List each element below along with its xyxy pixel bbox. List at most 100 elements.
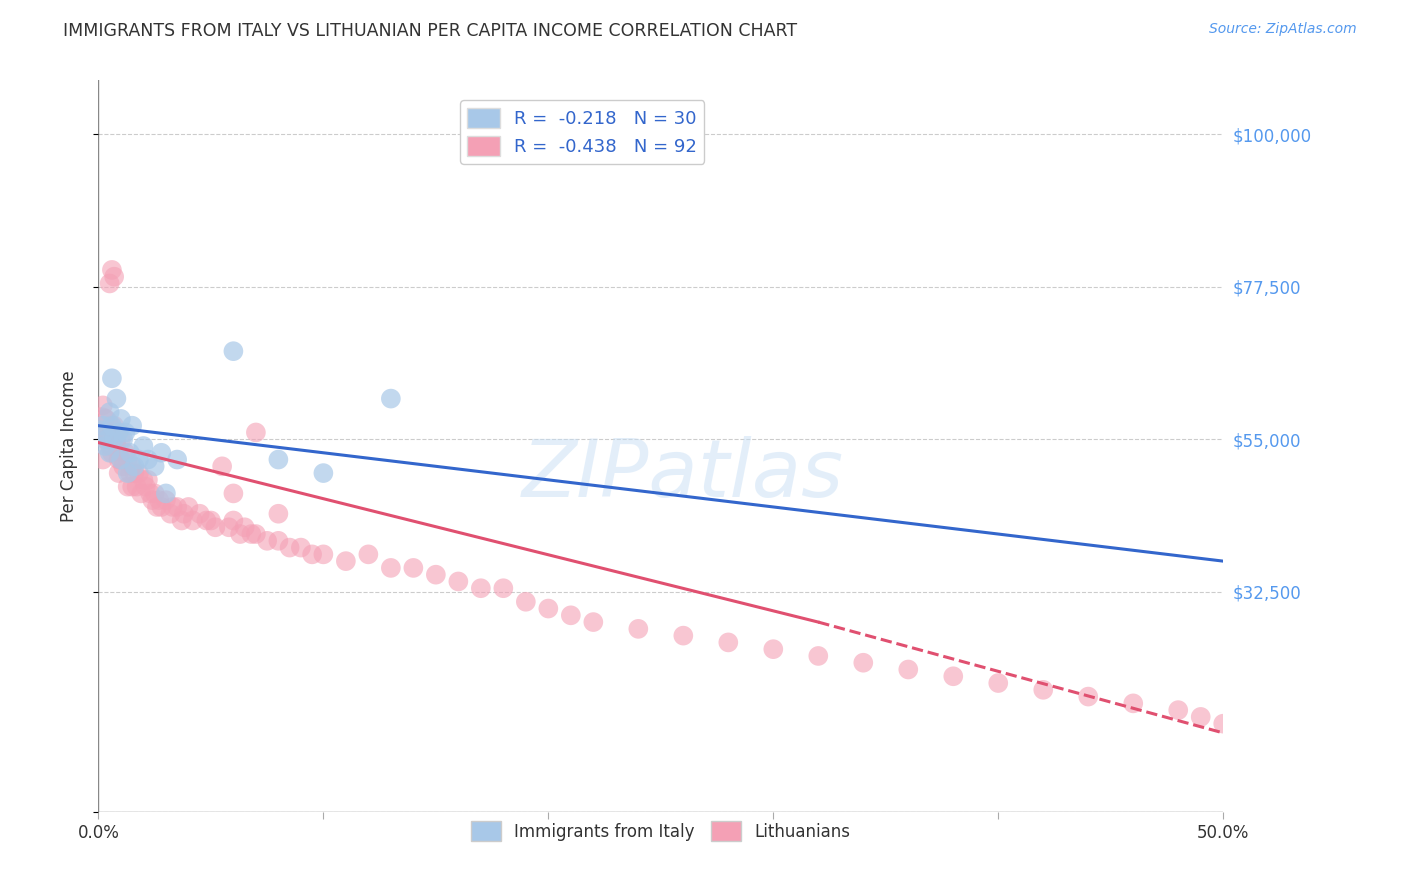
- Point: [897, 663, 920, 677]
- Point: [143, 486, 166, 500]
- Point: [103, 269, 125, 284]
- Point: [166, 500, 188, 514]
- Y-axis label: Per Capita Income: Per Capita Income: [59, 370, 77, 522]
- Point: [204, 520, 226, 534]
- Point: [101, 371, 124, 385]
- Text: IMMIGRANTS FROM ITALY VS LITHUANIAN PER CAPITA INCOME CORRELATION CHART: IMMIGRANTS FROM ITALY VS LITHUANIAN PER …: [63, 22, 797, 40]
- Point: [136, 452, 159, 467]
- Point: [245, 527, 267, 541]
- Point: [1077, 690, 1099, 704]
- Point: [124, 466, 146, 480]
- Point: [139, 486, 162, 500]
- Point: [492, 581, 515, 595]
- Point: [173, 507, 195, 521]
- Point: [515, 595, 537, 609]
- Point: [582, 615, 605, 629]
- Point: [155, 486, 177, 500]
- Point: [112, 459, 135, 474]
- Point: [125, 480, 148, 494]
- Point: [222, 486, 245, 500]
- Point: [278, 541, 301, 555]
- Point: [110, 412, 132, 426]
- Point: [121, 418, 143, 433]
- Point: [90, 425, 112, 440]
- Point: [447, 574, 470, 589]
- Point: [101, 418, 124, 433]
- Point: [94, 439, 117, 453]
- Point: [107, 425, 129, 440]
- Point: [560, 608, 582, 623]
- Point: [1122, 697, 1144, 711]
- Point: [98, 277, 121, 291]
- Point: [267, 452, 290, 467]
- Point: [537, 601, 560, 615]
- Point: [114, 446, 136, 460]
- Point: [128, 466, 150, 480]
- Point: [91, 452, 114, 467]
- Point: [267, 507, 290, 521]
- Point: [103, 432, 125, 446]
- Point: [110, 452, 132, 467]
- Point: [380, 392, 402, 406]
- Point: [218, 520, 240, 534]
- Point: [470, 581, 492, 595]
- Point: [101, 263, 124, 277]
- Point: [162, 500, 184, 514]
- Point: [136, 473, 159, 487]
- Point: [1189, 710, 1212, 724]
- Point: [118, 466, 141, 480]
- Point: [132, 473, 155, 487]
- Point: [110, 452, 132, 467]
- Text: Source: ZipAtlas.com: Source: ZipAtlas.com: [1209, 22, 1357, 37]
- Point: [380, 561, 402, 575]
- Point: [112, 432, 135, 446]
- Point: [150, 446, 173, 460]
- Point: [188, 507, 211, 521]
- Point: [128, 452, 150, 467]
- Point: [402, 561, 425, 575]
- Point: [222, 514, 245, 528]
- Point: [96, 432, 118, 446]
- Point: [105, 392, 128, 406]
- Point: [159, 507, 181, 521]
- Point: [94, 432, 117, 446]
- Point: [155, 493, 177, 508]
- Point: [312, 466, 335, 480]
- Point: [98, 405, 121, 419]
- Point: [170, 514, 193, 528]
- Point: [91, 418, 114, 433]
- Point: [91, 398, 114, 412]
- Point: [762, 642, 785, 657]
- Point: [121, 459, 143, 474]
- Point: [98, 446, 121, 460]
- Point: [148, 493, 170, 508]
- Point: [177, 500, 200, 514]
- Point: [222, 344, 245, 359]
- Text: ZIPatlas: ZIPatlas: [522, 436, 845, 515]
- Point: [141, 493, 163, 508]
- Point: [256, 533, 278, 548]
- Point: [627, 622, 650, 636]
- Point: [335, 554, 357, 568]
- Point: [96, 425, 118, 440]
- Point: [1212, 716, 1234, 731]
- Point: [135, 480, 157, 494]
- Point: [987, 676, 1010, 690]
- Point: [357, 547, 380, 561]
- Point: [117, 452, 139, 467]
- Point: [166, 452, 188, 467]
- Point: [132, 439, 155, 453]
- Point: [118, 446, 141, 460]
- Point: [117, 466, 139, 480]
- Point: [717, 635, 740, 649]
- Point: [90, 418, 112, 433]
- Point: [240, 527, 263, 541]
- Point: [181, 514, 204, 528]
- Point: [195, 514, 218, 528]
- Point: [105, 432, 128, 446]
- Point: [103, 418, 125, 433]
- Point: [807, 648, 830, 663]
- Point: [290, 541, 312, 555]
- Point: [117, 480, 139, 494]
- Point: [1167, 703, 1189, 717]
